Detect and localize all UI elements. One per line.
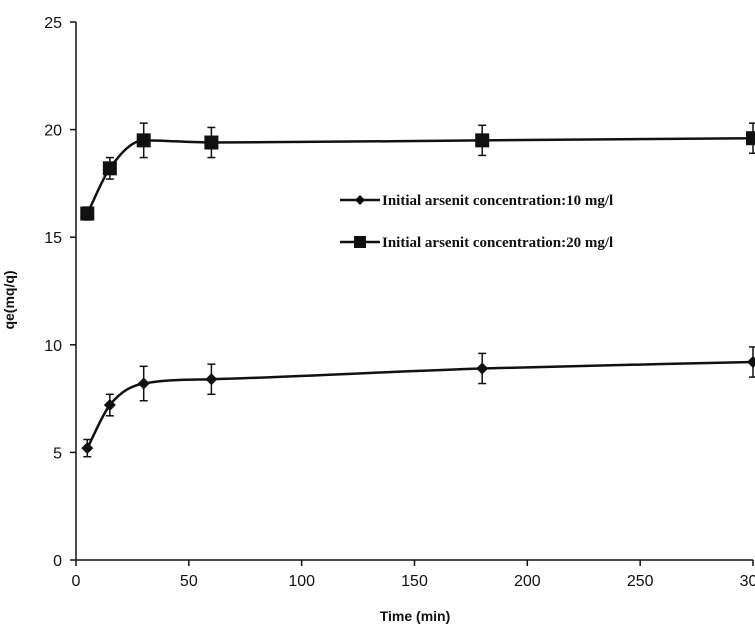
x-tick-label: 50 xyxy=(180,573,198,590)
y-tick-label: 0 xyxy=(53,553,62,570)
x-axis-label: Time (min) xyxy=(380,608,451,624)
data-point xyxy=(476,362,489,375)
series-layer xyxy=(80,122,755,458)
legend-entry-2: Initial arsenit concentration:20 mg/l xyxy=(340,235,613,251)
legend-marker xyxy=(354,236,366,248)
y-tick-label: 5 xyxy=(53,445,62,462)
legend: Initial arsenit concentration:10 mg/l Ini… xyxy=(340,193,613,251)
series-line xyxy=(86,360,754,449)
y-axis-label: qe(mq/q) xyxy=(1,270,17,329)
data-point xyxy=(475,133,490,148)
legend-label: Initial arsenit concentration:10 mg/l xyxy=(382,193,613,209)
data-point xyxy=(103,399,116,412)
data-point xyxy=(205,373,218,386)
x-tick-label: 200 xyxy=(514,573,541,590)
data-point xyxy=(746,131,755,146)
series-2 xyxy=(80,122,755,221)
y-tick-label: 25 xyxy=(44,15,62,32)
legend-marker xyxy=(355,195,365,205)
x-tick-label: 300 xyxy=(740,573,755,590)
x-tick-label: 0 xyxy=(72,573,81,590)
data-point xyxy=(80,206,95,221)
y-tick-label: 20 xyxy=(44,123,62,140)
data-point xyxy=(81,442,94,455)
legend-label: Initial arsenit concentration:20 mg/l xyxy=(382,235,613,251)
y-tick-label: 15 xyxy=(44,230,62,247)
data-point xyxy=(204,135,219,150)
series-1 xyxy=(81,346,755,458)
axes: 0510152025050100150200250300 xyxy=(44,15,755,590)
x-tick-label: 250 xyxy=(627,573,654,590)
x-tick-label: 150 xyxy=(401,573,428,590)
legend-entry-1: Initial arsenit concentration:10 mg/l xyxy=(340,193,613,209)
data-point xyxy=(137,377,150,390)
data-point xyxy=(747,356,755,369)
data-point xyxy=(136,133,151,148)
y-tick-label: 10 xyxy=(44,338,62,355)
data-point xyxy=(102,161,117,176)
x-tick-label: 100 xyxy=(288,573,315,590)
